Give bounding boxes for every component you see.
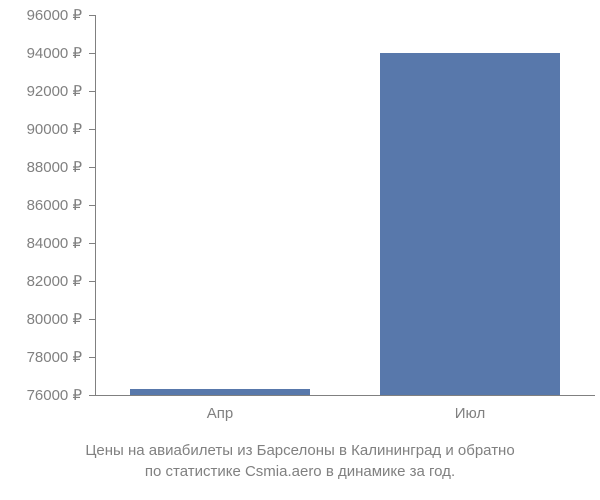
x-axis-line: [95, 395, 595, 396]
x-tick-label: Июл: [455, 405, 485, 422]
x-tick-label: Апр: [207, 405, 233, 422]
bar: [130, 389, 310, 395]
y-tick-label: 84000 ₽: [27, 234, 82, 252]
y-tick-label: 92000 ₽: [27, 82, 82, 100]
y-tick-label: 88000 ₽: [27, 158, 82, 176]
y-tick-mark: [89, 129, 95, 130]
y-tick-label: 96000 ₽: [27, 6, 82, 24]
y-tick-mark: [89, 15, 95, 16]
y-tick-label: 82000 ₽: [27, 272, 82, 290]
y-tick-mark: [89, 281, 95, 282]
caption-line-1: Цены на авиабилеты из Барселоны в Калини…: [85, 442, 514, 459]
y-tick-mark: [89, 53, 95, 54]
y-tick-label: 78000 ₽: [27, 348, 82, 366]
chart-caption: Цены на авиабилеты из Барселоны в Калини…: [0, 440, 600, 482]
y-tick-mark: [89, 91, 95, 92]
y-tick-mark: [89, 395, 95, 396]
y-tick-label: 80000 ₽: [27, 310, 82, 328]
y-axis: 76000 ₽78000 ₽80000 ₽82000 ₽84000 ₽86000…: [0, 15, 90, 395]
y-tick-label: 90000 ₽: [27, 120, 82, 138]
y-tick-mark: [89, 319, 95, 320]
y-tick-label: 76000 ₽: [27, 386, 82, 404]
y-tick-mark: [89, 243, 95, 244]
y-tick-mark: [89, 205, 95, 206]
chart-plot-area: [95, 15, 595, 395]
y-tick-label: 94000 ₽: [27, 44, 82, 62]
y-tick-label: 86000 ₽: [27, 196, 82, 214]
caption-line-2: по статистике Csmia.aero в динамике за г…: [145, 463, 455, 480]
bar: [380, 53, 560, 395]
y-tick-mark: [89, 357, 95, 358]
y-tick-mark: [89, 167, 95, 168]
